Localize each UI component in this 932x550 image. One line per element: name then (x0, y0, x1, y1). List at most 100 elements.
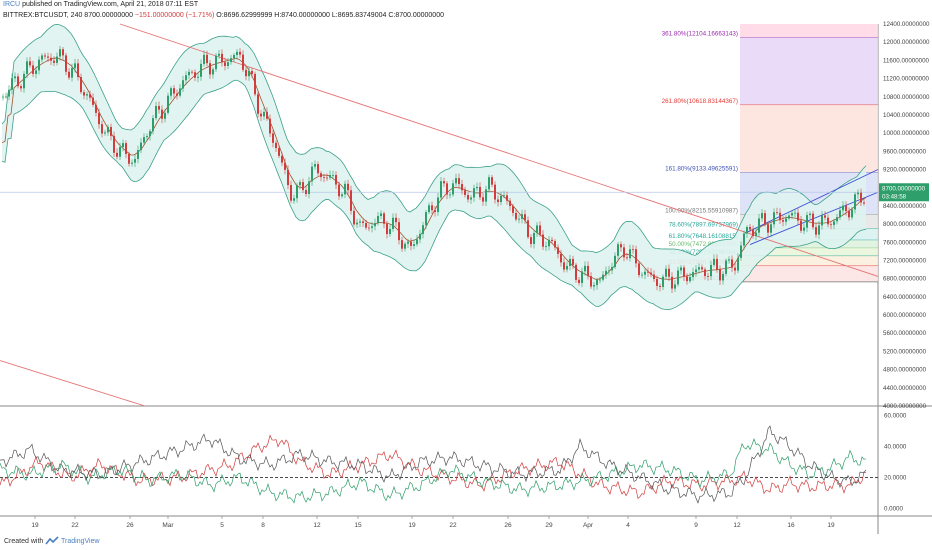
candle-body (89, 94, 91, 98)
candle-body (323, 177, 325, 178)
price-tick-label: 9600.00000000 (883, 148, 927, 155)
candle-body (362, 221, 364, 223)
candle-body (803, 227, 805, 231)
candle-body (275, 142, 277, 149)
fib-zone (740, 105, 878, 173)
dmi-series-line (0, 434, 867, 500)
candle-body (332, 174, 334, 176)
candle-body (746, 227, 748, 234)
candle-body (584, 265, 586, 272)
indicator-tick-label: 0.0000 (884, 505, 903, 512)
time-tick-label: 22 (449, 522, 457, 529)
candle-body (596, 279, 598, 286)
indicator-tick-label: 40.0000 (884, 444, 907, 451)
candle-body (155, 106, 157, 119)
price-chart-svg[interactable]: 361.80%(12104.16663143) 261.80%(10618.831… (0, 0, 932, 534)
candle-body (347, 183, 349, 191)
candle-body (137, 150, 139, 159)
candle-body (713, 258, 715, 265)
candle-body (131, 162, 133, 164)
candle-body (371, 226, 373, 228)
candle-body (710, 264, 712, 277)
candle-body (857, 192, 859, 195)
candle-body (410, 241, 412, 246)
bollinger-upper-line (1, 24, 867, 256)
candle-body (77, 63, 79, 78)
candle-body (755, 232, 757, 237)
candle-body (359, 221, 361, 223)
candle-body (431, 205, 433, 211)
candle-body (380, 213, 382, 216)
candle-body (305, 190, 307, 194)
candle-body (443, 181, 445, 184)
time-tick-label: 19 (827, 522, 835, 529)
candle-body (74, 63, 76, 69)
author-link[interactable]: IRCU (3, 1, 21, 8)
price-tick-label: 7600.00000000 (883, 239, 927, 246)
price-tick-label: 10000.00000000 (883, 130, 930, 137)
price-tick-label: 9200.00000000 (883, 167, 927, 174)
candle-body (797, 212, 799, 221)
candle-body (209, 63, 211, 75)
candle-body (353, 210, 355, 225)
candle-body (602, 274, 604, 280)
candle-body (56, 56, 58, 63)
candle-body (317, 164, 319, 174)
price-tick-label: 6000.00000000 (883, 312, 927, 319)
candle-body (47, 56, 49, 58)
candle-body (272, 133, 274, 143)
fib-level-label: 61.80%(7648.16108815) (669, 233, 738, 240)
candle-body (620, 244, 622, 248)
candle-body (413, 244, 415, 246)
candle-body (737, 257, 739, 271)
candle-body (404, 243, 406, 249)
fib-level-label: 361.80%(12104.16663143) (662, 30, 738, 37)
candle-body (494, 184, 496, 200)
candle-body (506, 195, 508, 201)
candle-body (176, 93, 178, 96)
time-tick-label: 5 (220, 522, 224, 529)
candle-body (671, 276, 673, 289)
candle-body (761, 213, 763, 219)
candle-body (203, 54, 205, 64)
candle-body (452, 183, 454, 195)
time-tick-label: 9 (694, 522, 698, 529)
candle-body (167, 95, 169, 113)
candle-body (623, 247, 625, 258)
candle-body (95, 104, 97, 113)
candle-body (551, 239, 553, 242)
candle-body (50, 57, 52, 61)
candle-body (293, 198, 295, 201)
candle-body (14, 76, 16, 79)
time-tick-label: 12 (313, 522, 321, 529)
candle-body (467, 194, 469, 200)
candle-body (680, 267, 682, 271)
candle-body (149, 131, 151, 137)
candle-body (326, 177, 328, 179)
price-tick-label: 10400.00000000 (883, 112, 930, 119)
candle-body (449, 194, 451, 196)
tradingview-brand[interactable]: TradingView (61, 538, 100, 545)
time-tick-label: 26 (126, 522, 134, 529)
candle-body (191, 71, 193, 73)
candle-body (704, 269, 706, 277)
candle-body (818, 225, 820, 235)
candle-body (557, 247, 559, 254)
price-tick-label: 4400.00000000 (883, 385, 927, 392)
candle-body (473, 188, 475, 198)
candle-body (113, 135, 115, 153)
candle-body (641, 274, 643, 276)
candle-body (437, 197, 439, 213)
candle-body (782, 220, 784, 222)
candle-body (302, 182, 304, 191)
candle-body (281, 155, 283, 163)
candle-body (284, 162, 286, 170)
candle-body (53, 60, 55, 63)
candle-body (809, 213, 811, 216)
candle-body (278, 148, 280, 156)
candle-body (440, 181, 442, 198)
candle-body (554, 241, 556, 248)
candle-body (839, 210, 841, 218)
candle-body (533, 233, 535, 244)
